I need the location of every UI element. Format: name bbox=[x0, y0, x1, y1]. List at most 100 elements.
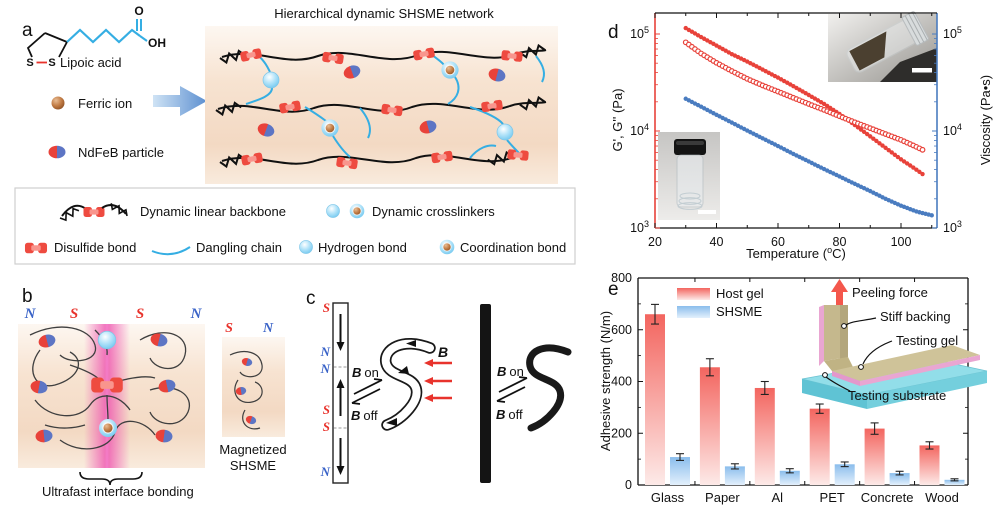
hydroxyl-group: OH bbox=[148, 36, 166, 50]
legend-swatch-shsme bbox=[677, 306, 710, 318]
panel-a-graphic: a S S O OH Lipoic acid Ferric ion NdFeB bbox=[14, 4, 576, 265]
y-tick-label: 400 bbox=[611, 375, 632, 389]
data-point bbox=[883, 145, 888, 151]
pole-n-1: N bbox=[24, 306, 37, 322]
panel-e-chart: e 0 200 400 600 800 Adhesive strength (N/m) Gl… bbox=[598, 271, 988, 505]
backbone-icon bbox=[58, 201, 131, 223]
pole-s-1: S bbox=[70, 306, 78, 322]
legend-swatch-host-gel bbox=[677, 288, 710, 300]
leader-dot-gel bbox=[858, 364, 864, 370]
lipoic-acid-structure: S S O OH Lipoic acid bbox=[26, 4, 166, 70]
panel-b: b N S S N bbox=[0, 270, 300, 522]
panel-a: a S S O OH Lipoic acid Ferric ion NdFeB bbox=[0, 0, 600, 270]
category-label: Al bbox=[772, 490, 784, 505]
bonding-network-diagram bbox=[18, 324, 205, 468]
bar-host-gel-pet bbox=[809, 408, 830, 485]
substrate-right bbox=[867, 371, 987, 409]
category-label: PET bbox=[820, 490, 845, 505]
bar-host-gel-al bbox=[754, 387, 775, 485]
data-point bbox=[871, 136, 876, 141]
y-axis-label-left: G', G'' (Pa) bbox=[610, 88, 625, 151]
series-g-storage-modulus bbox=[683, 25, 925, 177]
right-arrow-icon bbox=[153, 86, 207, 116]
y-axis-label: Adhesive strength (N/m) bbox=[598, 311, 613, 451]
y-tick-label-right: 104 bbox=[943, 122, 962, 138]
panel-e-label: e bbox=[608, 279, 619, 300]
strip-pole-1: S bbox=[323, 300, 330, 315]
leader-gel bbox=[862, 340, 893, 365]
data-point bbox=[861, 129, 867, 135]
ndfeb-particle-icon bbox=[48, 145, 66, 159]
interface-bonding-caption: Ultrafast interface bonding bbox=[42, 484, 194, 499]
data-point bbox=[868, 134, 873, 139]
panel-e: e 0 200 400 600 800 Adhesive strength (N/m) Gl… bbox=[598, 265, 1000, 522]
backing-horizontal bbox=[832, 345, 980, 381]
coordination-bond-icon bbox=[439, 239, 455, 255]
s-shape-schematic bbox=[380, 338, 436, 431]
testing-substrate-label: Testing substrate bbox=[848, 388, 946, 403]
data-point bbox=[874, 138, 879, 144]
flow-arrow-3 bbox=[386, 418, 397, 426]
legend-label-host-gel: Host gel bbox=[716, 286, 764, 301]
panel-d: d bbox=[600, 0, 1000, 265]
panel-b-label: b bbox=[22, 286, 33, 307]
gel-layer-horizontal bbox=[860, 355, 980, 386]
leader-backing bbox=[845, 317, 877, 326]
legend-crosslinkers-label: Dynamic crosslinkers bbox=[372, 204, 495, 219]
sulfur-left: S bbox=[26, 57, 33, 69]
series-g-loss-modulus bbox=[682, 39, 926, 153]
y-tick-label-right: 103 bbox=[943, 219, 962, 235]
panel-c-graphic: c S N N S S N B bbox=[306, 288, 572, 484]
flow-photo-inset bbox=[828, 11, 937, 82]
y-axis-label-right: Viscosity (Pa•s) bbox=[978, 75, 993, 165]
sulfur-right: S bbox=[48, 57, 55, 69]
dark-fluid bbox=[849, 31, 887, 71]
panel-d-label: d bbox=[608, 22, 619, 43]
flow-arrow-2 bbox=[398, 366, 409, 374]
data-point bbox=[889, 150, 894, 155]
leader-dot-substrate bbox=[822, 372, 828, 378]
magnetized-shsme-diagram: S N Magnetized SHSME bbox=[219, 321, 286, 473]
bar-shsme-paper bbox=[724, 466, 745, 485]
y-tick-label: 200 bbox=[611, 426, 632, 440]
tilted-vial bbox=[846, 11, 929, 73]
bar-host-gel-glass bbox=[645, 314, 665, 485]
category-label: Concrete bbox=[861, 490, 914, 505]
ferric-ion-label: Ferric ion bbox=[78, 96, 132, 111]
data-point bbox=[911, 165, 916, 170]
y-tick-label: 600 bbox=[611, 323, 632, 337]
ndfeb-label: NdFeB particle bbox=[78, 145, 164, 160]
pole-n-2: N bbox=[190, 306, 203, 322]
hydrogen-sphere-icon bbox=[326, 204, 340, 218]
small-strands bbox=[229, 351, 263, 430]
brace-icon bbox=[79, 471, 143, 486]
bar-shsme-al bbox=[779, 470, 800, 485]
gel-layer-vertical bbox=[819, 305, 824, 366]
peel-test-inset: Peeling force Stiff backing Testing gel … bbox=[801, 279, 988, 409]
ndfeb-item: NdFeB particle bbox=[48, 145, 164, 160]
equilibrium-arrows-left bbox=[351, 378, 383, 405]
panel-c-label: c bbox=[306, 288, 316, 309]
data-point bbox=[920, 171, 925, 177]
photo-s-shape bbox=[526, 344, 572, 432]
data-point bbox=[919, 146, 926, 153]
y-tick-label-left: 103 bbox=[630, 219, 649, 235]
bar-host-gel-concrete bbox=[864, 428, 885, 485]
photo-flat-strip bbox=[480, 304, 491, 483]
data-point bbox=[880, 143, 885, 148]
y-tick-label: 800 bbox=[611, 271, 632, 285]
legend-hydrogen-label: Hydrogen bond bbox=[318, 240, 407, 255]
peeling-force-label: Peeling force bbox=[852, 285, 928, 300]
bar-host-gel-wood bbox=[919, 445, 940, 485]
strip-pole-5: S bbox=[323, 419, 330, 434]
field-arrows bbox=[424, 359, 452, 402]
bar-shsme-pet bbox=[834, 464, 855, 485]
x-tick-label: 60 bbox=[771, 235, 785, 249]
